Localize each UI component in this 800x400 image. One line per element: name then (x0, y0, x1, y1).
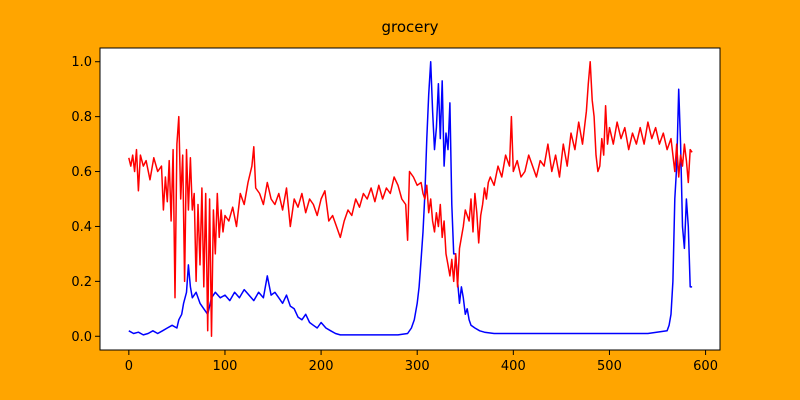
y-tick-label: 0.8 (71, 110, 92, 125)
y-tick-label: 0.2 (71, 275, 92, 290)
x-tick-label: 0 (125, 359, 133, 374)
x-tick-label: 600 (693, 359, 718, 374)
x-tick-label: 500 (597, 359, 622, 374)
y-tick-label: 1.0 (71, 55, 92, 70)
y-tick-label: 0.0 (71, 330, 92, 345)
series-line-1 (128, 60, 693, 336)
y-tick-label: 0.6 (71, 165, 92, 180)
x-tick-label: 300 (405, 359, 430, 374)
chart-title: grocery (381, 18, 438, 36)
x-tick-label: 100 (213, 359, 238, 374)
x-axis: 0 100 200 300 400 500 600 (125, 350, 718, 374)
plot-area (100, 48, 720, 350)
x-tick-label: 200 (309, 359, 334, 374)
y-axis: 0.0 0.2 0.4 0.6 0.8 1.0 (71, 55, 100, 345)
series-layer (128, 60, 693, 338)
plot-frame (99, 47, 721, 351)
series-line-2 (128, 60, 693, 338)
y-tick-label: 0.4 (71, 220, 92, 235)
x-tick-label: 400 (501, 359, 526, 374)
